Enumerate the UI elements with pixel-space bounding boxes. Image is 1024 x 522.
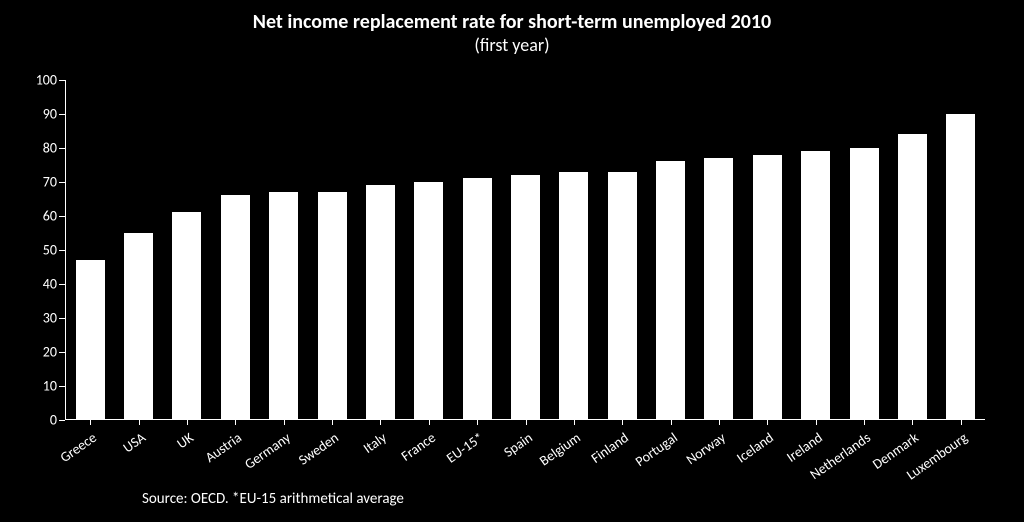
chart-container: Net income replacement rate for short-te…: [0, 0, 1024, 522]
x-tick-mark: [235, 419, 236, 425]
bar: [414, 182, 443, 419]
y-axis: 0102030405060708090100: [20, 80, 65, 420]
bar: [269, 192, 298, 419]
y-tick-mark: [59, 420, 65, 421]
bar: [850, 148, 879, 419]
x-axis-label: France: [398, 429, 439, 465]
y-tick-label: 40: [43, 276, 57, 293]
x-tick-mark: [864, 419, 865, 425]
y-tick-label: 90: [43, 106, 57, 123]
x-tick-mark: [622, 419, 623, 425]
bar: [898, 134, 927, 419]
title-block: Net income replacement rate for short-te…: [0, 0, 1024, 56]
y-tick-label: 10: [43, 378, 57, 395]
x-tick-mark: [187, 419, 188, 425]
x-axis-label: Sweden: [295, 429, 341, 469]
bar: [608, 172, 637, 419]
x-tick-mark: [526, 419, 527, 425]
x-axis-label: Greece: [57, 429, 100, 466]
y-tick-label: 0: [50, 412, 57, 429]
bar: [511, 175, 540, 419]
x-axis-label: Iceland: [734, 429, 777, 466]
bar: [366, 185, 395, 419]
x-axis-label: Italy: [360, 429, 390, 457]
chart-title-main: Net income replacement rate for short-te…: [0, 10, 1024, 34]
y-tick-label: 100: [36, 72, 57, 89]
y-tick-label: 30: [43, 310, 57, 327]
x-axis-label: USA: [119, 429, 148, 456]
bar: [704, 158, 733, 419]
x-tick-mark: [332, 419, 333, 425]
x-tick-mark: [90, 419, 91, 425]
x-axis-label: Germany: [241, 429, 293, 473]
bar: [124, 233, 153, 419]
bar: [463, 178, 492, 419]
plot-area: GreeceUSAUKAustriaGermanySwedenItalyFran…: [65, 80, 985, 420]
x-tick-mark: [574, 419, 575, 425]
x-tick-mark: [671, 419, 672, 425]
x-axis-label: Finland: [588, 429, 632, 467]
source-note: Source: OECD. *EU-15 arithmetical averag…: [142, 490, 404, 508]
x-axis-label: UK: [174, 429, 197, 452]
bar: [318, 192, 347, 419]
x-axis-label: Belgium: [536, 429, 584, 469]
x-axis-label: Norway: [683, 429, 729, 468]
x-axis-label: EU-15*: [443, 429, 487, 467]
bar: [801, 151, 830, 419]
chart-area: 0102030405060708090100 GreeceUSAUKAustri…: [65, 80, 985, 420]
bar: [172, 212, 201, 419]
y-tick-label: 20: [43, 344, 57, 361]
x-tick-mark: [961, 419, 962, 425]
x-tick-mark: [912, 419, 913, 425]
y-tick-label: 70: [43, 174, 57, 191]
x-axis-label: Spain: [500, 429, 535, 461]
x-axis-label: Portugal: [632, 429, 681, 470]
y-tick-label: 60: [43, 208, 57, 225]
bar: [76, 260, 105, 419]
y-tick-label: 80: [43, 140, 57, 157]
bar: [753, 155, 782, 419]
x-tick-mark: [284, 419, 285, 425]
x-tick-mark: [767, 419, 768, 425]
x-tick-mark: [816, 419, 817, 425]
x-tick-mark: [719, 419, 720, 425]
x-tick-mark: [139, 419, 140, 425]
bar: [946, 114, 975, 419]
chart-title-sub: (first year): [0, 34, 1024, 56]
x-tick-mark: [380, 419, 381, 425]
bar: [559, 172, 588, 419]
bar: [656, 161, 685, 419]
x-axis-label: Austria: [202, 429, 245, 466]
x-tick-mark: [429, 419, 430, 425]
y-tick-label: 50: [43, 242, 57, 259]
bar: [221, 195, 250, 419]
x-tick-mark: [477, 419, 478, 425]
